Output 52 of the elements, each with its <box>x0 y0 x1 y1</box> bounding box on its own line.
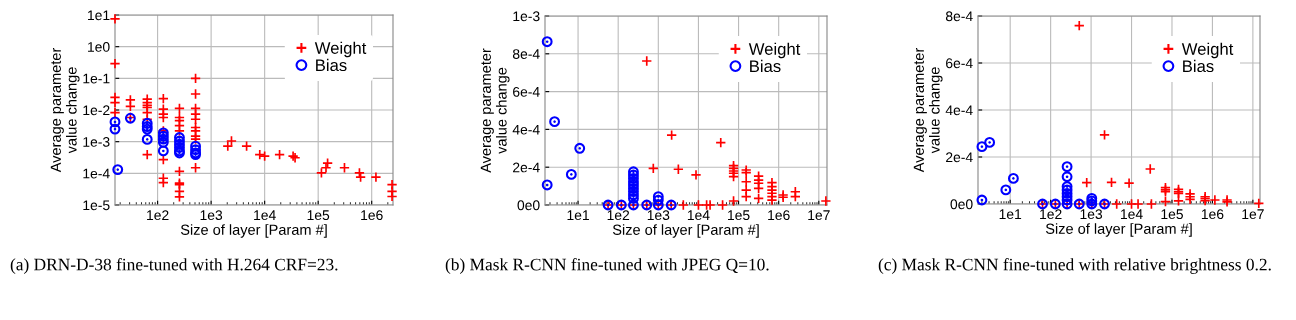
x-tick-label: 1e4 <box>687 210 710 221</box>
x-tick-label: 1e5 <box>307 210 330 221</box>
legend-label: Bias <box>750 59 781 73</box>
y-tick-label: 0e0 <box>950 199 973 210</box>
x-tick-label: 1e7 <box>808 210 830 221</box>
y-tick-label: 1e-2 <box>83 105 110 116</box>
legend-label: Weight <box>748 42 801 59</box>
text: (c) Mask R-CNN fine-tuned with relative brightness 0.2. <box>878 258 1271 274</box>
y-axis-title: Average parameter value change <box>480 48 510 173</box>
x-tick-label: 1e1 <box>567 210 589 221</box>
legend-label: Bias <box>316 58 347 72</box>
y-tick-label: 1e0 <box>88 42 110 52</box>
x-tick-label: 1e6 <box>768 210 790 221</box>
legend-label: Weight <box>1181 42 1234 59</box>
x-tick-label: 1e3 <box>200 210 223 221</box>
x-tick-label: 1e5 <box>1161 209 1183 220</box>
y-tick-label: 4e-4 <box>945 105 973 116</box>
y-tick-label: 1e-3 <box>513 11 540 22</box>
y-tick-label: 0e0 <box>517 200 540 211</box>
y-tick-label: 8e-4 <box>945 11 973 22</box>
x-tick-label: 1e6 <box>1201 209 1224 220</box>
x-tick-label: 1e7 <box>1242 209 1264 220</box>
x-tick-label: 1e6 <box>361 210 383 221</box>
x-tick-label: 1e2 <box>607 210 630 221</box>
x-tick-label: 1e5 <box>728 210 750 221</box>
x-axis-title: Size of layer [Param #] <box>612 224 759 238</box>
y-tick-label: 1e-5 <box>83 200 110 211</box>
y-tick-label: 6e-4 <box>946 58 973 69</box>
y-tick-label: 6e-4 <box>513 86 540 97</box>
y-tick-label: 1e-1 <box>83 73 110 84</box>
x-tick-label: 1e2 <box>147 210 169 221</box>
y-tick-label: 1e1 <box>88 10 110 21</box>
y-axis-title: Average parameter value change <box>50 47 80 173</box>
legend-label: Bias <box>1183 59 1214 73</box>
y-tick-label: 1e-4 <box>83 168 110 179</box>
x-axis-title: Size of layer [Param #] <box>1045 223 1192 237</box>
x-axis-title: Size of layer [Param #] <box>180 224 327 238</box>
text: (b) Mask R-CNN fine-tuned with JPEG Q=10. <box>445 258 769 274</box>
x-tick-label: 1e2 <box>1040 209 1062 220</box>
x-tick-label: 1e1 <box>999 209 1022 220</box>
x-tick-label: 1e4 <box>254 210 276 221</box>
y-tick-label: 8e-4 <box>512 49 540 59</box>
x-tick-label: 1e3 <box>1080 209 1103 220</box>
x-tick-label: 1e3 <box>647 210 670 221</box>
y-tick-label: 4e-4 <box>512 124 540 135</box>
y-tick-label: 2e-4 <box>946 152 973 163</box>
y-tick-label: 2e-4 <box>513 162 540 173</box>
text: (a) DRN-D-38 fine-tuned with H.264 CRF=23. <box>10 258 338 274</box>
legend-label: Weight <box>314 41 367 58</box>
x-tick-label: 1e4 <box>1121 209 1143 220</box>
y-axis-title: Average parameter value change <box>913 47 943 173</box>
y-tick-label: 1e-3 <box>83 137 110 147</box>
